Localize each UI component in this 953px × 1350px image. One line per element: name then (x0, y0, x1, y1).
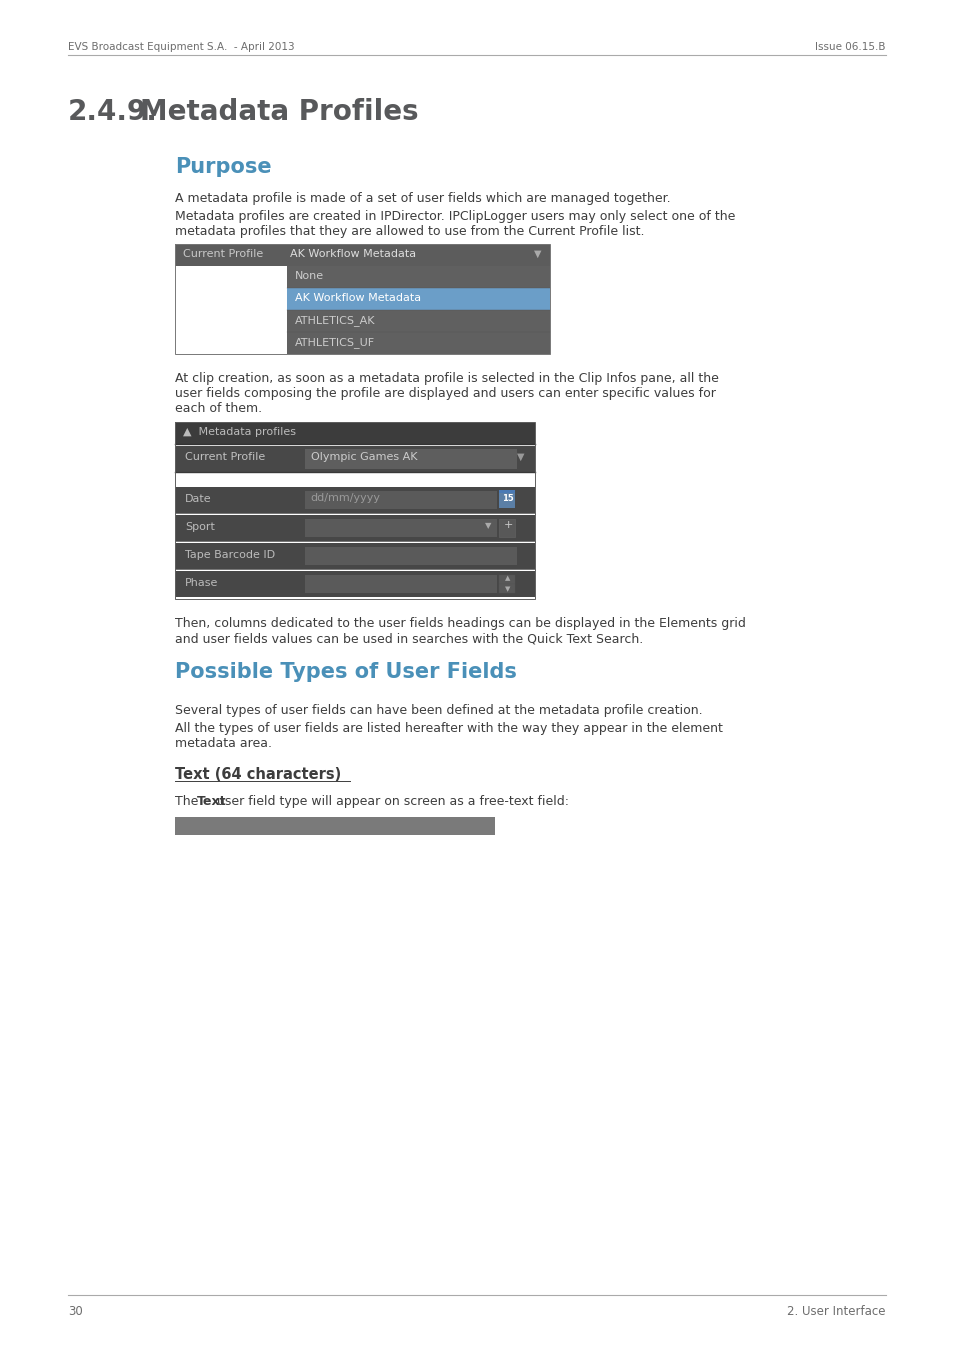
Bar (498, 493, 515, 508)
Bar (287, 266, 550, 354)
Text: Then, columns dedicated to the user fields headings can be displayed in the Elem: Then, columns dedicated to the user fiel… (174, 617, 745, 630)
Text: AK Workflow Metadata: AK Workflow Metadata (290, 248, 416, 259)
Text: ▲: ▲ (504, 575, 510, 580)
Text: Metadata Profiles: Metadata Profiles (140, 99, 418, 126)
Text: Metadata profiles are created in IPDirector. IPClipLogger users may only select : Metadata profiles are created in IPDirec… (174, 211, 735, 223)
Text: 2. User Interface: 2. User Interface (786, 1305, 885, 1318)
Text: Text (64 characters): Text (64 characters) (174, 767, 341, 782)
Bar (305, 518, 497, 537)
Bar (174, 244, 550, 354)
Bar (305, 450, 517, 468)
Text: A metadata profile is made of a set of user fields which are managed together.: A metadata profile is made of a set of u… (174, 192, 670, 205)
Text: 30: 30 (68, 1305, 83, 1318)
Bar (498, 518, 515, 537)
Bar (174, 543, 535, 568)
Text: Issue 06.15.B: Issue 06.15.B (815, 42, 885, 53)
Text: All the types of user fields are listed hereafter with the way they appear in th: All the types of user fields are listed … (174, 722, 722, 734)
Text: Sport: Sport (185, 522, 214, 532)
Bar (174, 423, 535, 599)
Bar (498, 490, 515, 493)
Text: and user fields values can be used in searches with the Quick Text Search.: and user fields values can be used in se… (174, 632, 642, 645)
Bar (498, 585, 515, 593)
Text: 15: 15 (501, 494, 514, 504)
Text: Several types of user fields can have been defined at the metadata profile creat: Several types of user fields can have be… (174, 703, 702, 717)
Bar (174, 514, 535, 541)
Text: Tape Barcode ID: Tape Barcode ID (185, 549, 274, 560)
Text: The: The (174, 795, 202, 809)
Text: ▼: ▼ (534, 248, 541, 259)
Text: user fields composing the profile are displayed and users can enter specific val: user fields composing the profile are di… (174, 387, 715, 400)
Bar (174, 817, 495, 836)
Text: ATHLETICS_AK: ATHLETICS_AK (294, 315, 375, 325)
Bar (498, 575, 515, 585)
Bar (174, 571, 535, 597)
Text: Date: Date (185, 494, 212, 504)
Text: ▲  Metadata profiles: ▲ Metadata profiles (183, 427, 295, 437)
Text: ▼: ▼ (484, 521, 491, 531)
Bar (174, 423, 535, 444)
Text: ATHLETICS_UF: ATHLETICS_UF (294, 338, 375, 348)
Bar (305, 547, 517, 566)
Text: Purpose: Purpose (174, 157, 272, 177)
Text: dd/mm/yyyy: dd/mm/yyyy (310, 493, 379, 504)
Bar (305, 491, 497, 509)
Text: At clip creation, as soon as a metadata profile is selected in the Clip Infos pa: At clip creation, as soon as a metadata … (174, 373, 719, 385)
Text: user field type will appear on screen as a free-text field:: user field type will appear on screen as… (213, 795, 568, 809)
Text: each of them.: each of them. (174, 402, 262, 414)
Text: Possible Types of User Fields: Possible Types of User Fields (174, 662, 517, 682)
Text: ▼: ▼ (517, 452, 524, 462)
Bar (305, 575, 497, 593)
Text: Current Profile: Current Profile (183, 248, 263, 259)
Text: None: None (294, 271, 324, 281)
Text: ▼: ▼ (504, 586, 510, 593)
Text: metadata profiles that they are allowed to use from the Current Profile list.: metadata profiles that they are allowed … (174, 225, 644, 238)
Bar (174, 446, 535, 472)
Text: Olympic Games AK: Olympic Games AK (311, 452, 417, 462)
Text: +: + (503, 520, 513, 531)
Text: 2.4.9.: 2.4.9. (68, 99, 157, 126)
Text: EVS Broadcast Equipment S.A.  - April 2013: EVS Broadcast Equipment S.A. - April 201… (68, 42, 294, 53)
Bar (287, 288, 550, 311)
Text: AK Workflow Metadata: AK Workflow Metadata (294, 293, 420, 302)
Bar (174, 244, 550, 266)
Bar (174, 487, 535, 513)
Text: Current Profile: Current Profile (185, 452, 265, 462)
Text: metadata area.: metadata area. (174, 737, 272, 751)
Text: Phase: Phase (185, 578, 218, 589)
Text: Text: Text (196, 795, 226, 809)
